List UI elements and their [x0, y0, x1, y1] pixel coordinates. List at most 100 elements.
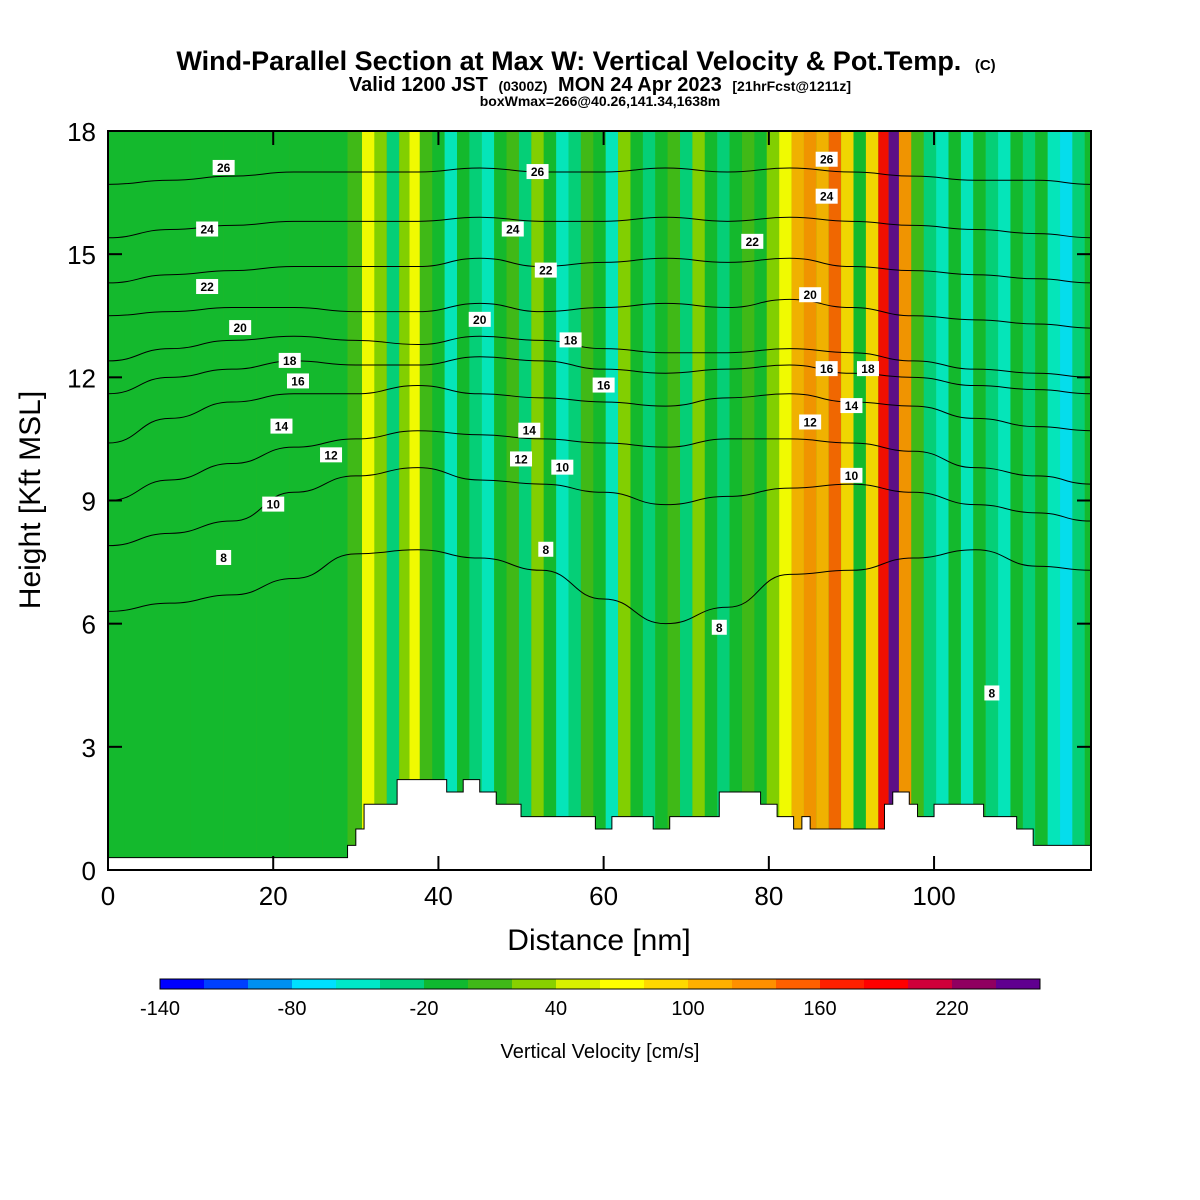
- svg-text:20: 20: [233, 321, 247, 335]
- theta-contour-16: [108, 356, 1091, 395]
- x-axis: 0 20 40 60 80 100: [101, 131, 956, 911]
- colorbar-swatch: [556, 979, 601, 989]
- y-tick-label: 18: [67, 117, 96, 147]
- contour-label: 16: [815, 361, 838, 377]
- terrain: [108, 779, 1091, 870]
- svg-text:10: 10: [556, 461, 570, 475]
- colorbar-swatch: [380, 979, 425, 989]
- contour-label: 14: [840, 398, 863, 414]
- velocity-column: [888, 131, 899, 870]
- terrain-profile: [108, 779, 1091, 870]
- contour-label: 26: [212, 159, 235, 175]
- velocity-column: [791, 131, 804, 870]
- contour-label: 18: [559, 332, 582, 348]
- velocity-column: [717, 131, 730, 870]
- colorbar-swatch: [160, 979, 205, 989]
- svg-text:18: 18: [564, 333, 578, 347]
- contour-label: 8: [984, 685, 1000, 701]
- svg-text:14: 14: [275, 420, 289, 434]
- theta-contour-18: [108, 335, 1091, 378]
- contour-label: 26: [526, 164, 549, 180]
- colorbar-swatch: [468, 979, 513, 989]
- velocity-column: [444, 131, 458, 870]
- colorbar-swatch: [248, 979, 293, 989]
- velocity-column: [223, 131, 257, 870]
- colorbar-swatch: [864, 979, 909, 989]
- colorbar-swatch: [996, 979, 1041, 989]
- velocity-column: [960, 131, 974, 870]
- velocity-column: [432, 131, 445, 870]
- velocity-column: [481, 131, 495, 870]
- contour-label: 26: [815, 151, 838, 167]
- contour-label: 14: [270, 418, 293, 434]
- colorbar-tick-label: 160: [803, 998, 836, 1020]
- contour-label: 12: [510, 451, 533, 467]
- chart-subtitle: Valid 1200 JST (0300Z) MON 24 Apr 2023 […: [349, 74, 851, 96]
- velocity-column: [948, 131, 961, 870]
- plot-area: 26 24 22 20 18 16 14 12 10 8 26 24 22 20 18 16 14 12 10 8 26…: [108, 131, 1091, 870]
- svg-text:24: 24: [506, 223, 520, 237]
- y-tick-label: 0: [82, 856, 96, 886]
- velocity-column: [409, 131, 420, 870]
- velocity-column: [865, 131, 879, 870]
- colorbar-swatch: [204, 979, 249, 989]
- velocity-column: [1060, 131, 1073, 870]
- x-tick-label: 80: [754, 881, 783, 911]
- velocity-column: [618, 131, 631, 870]
- velocity-column: [518, 131, 532, 870]
- velocity-column: [680, 131, 693, 870]
- colorbar-tick-label: -20: [410, 998, 439, 1020]
- colorbar-tick-label: -80: [278, 998, 307, 1020]
- velocity-column: [556, 131, 569, 870]
- contour-label: 12: [799, 414, 822, 430]
- svg-text:24: 24: [820, 190, 834, 204]
- velocity-column: [692, 131, 705, 870]
- x-tick-label: 100: [912, 881, 955, 911]
- y-axis: 0 3 6 9 12 15 18: [67, 117, 1091, 886]
- velocity-column: [580, 131, 594, 870]
- svg-text:16: 16: [820, 362, 834, 376]
- colorbar-swatch: [292, 979, 337, 989]
- svg-text:16: 16: [291, 374, 305, 388]
- svg-text:22: 22: [746, 235, 760, 249]
- subtitle-utc: (0300Z): [498, 78, 547, 94]
- x-axis-title: Distance [nm]: [507, 924, 690, 957]
- velocity-column: [190, 131, 224, 870]
- velocity-column: [729, 131, 742, 870]
- theta-contours: [108, 167, 1091, 625]
- colorbar-title: Vertical Velocity [cm/s]: [501, 1041, 700, 1063]
- svg-text:8: 8: [716, 621, 723, 635]
- chart-title-suffix: (C): [975, 57, 996, 74]
- subtitle-date: MON 24 Apr 2023: [558, 74, 722, 96]
- velocity-column: [605, 131, 619, 870]
- svg-text:10: 10: [267, 498, 281, 512]
- velocity-column: [506, 131, 519, 870]
- colorbar-swatch: [512, 979, 557, 989]
- svg-text:16: 16: [597, 379, 611, 393]
- velocity-column: [998, 131, 1011, 870]
- velocity-column: [754, 131, 767, 870]
- contour-label: 8: [538, 541, 554, 557]
- contour-label: 22: [196, 279, 219, 295]
- svg-text:14: 14: [523, 424, 537, 438]
- chart-title: Wind-Parallel Section at Max W: Vertical…: [176, 46, 995, 76]
- colorbar-swatch: [600, 979, 645, 989]
- svg-text:22: 22: [200, 280, 214, 294]
- velocity-column: [322, 131, 348, 870]
- colorbar-tick-label: 100: [671, 998, 704, 1020]
- chart-box-info: boxWmax=266@40.26,141.34,1638m: [480, 93, 721, 109]
- subtitle-fcst: [21hrFcst@1211z]: [732, 78, 851, 94]
- svg-text:22: 22: [539, 264, 553, 278]
- velocity-column: [124, 131, 158, 870]
- contour-label: 24: [501, 221, 524, 237]
- velocity-column: [655, 131, 668, 870]
- contour-label: 16: [592, 377, 615, 393]
- velocity-column: [457, 131, 470, 870]
- velocity-column: [494, 131, 507, 870]
- y-axis-title: Height [Kft MSL]: [14, 391, 47, 609]
- svg-text:24: 24: [200, 223, 214, 237]
- velocity-column: [853, 131, 866, 870]
- theta-contour-24: [108, 216, 1091, 239]
- colorbar-swatch: [336, 979, 381, 989]
